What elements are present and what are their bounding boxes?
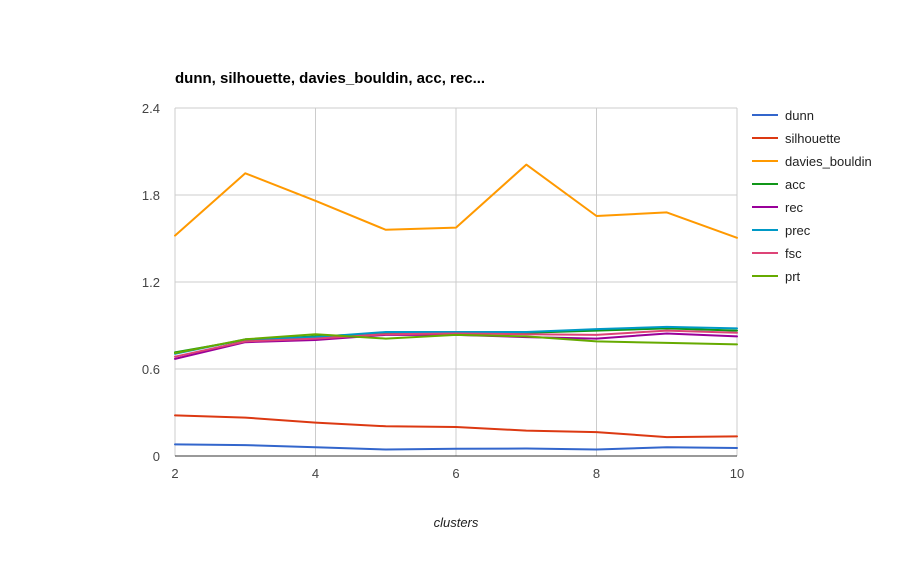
legend-item-davies-bouldin[interactable]: davies_bouldin <box>752 154 872 169</box>
y-tick-label: 1.8 <box>142 188 160 203</box>
legend-label: prec <box>785 223 811 238</box>
series-line-davies-bouldin <box>174 163 738 239</box>
legend-item-rec[interactable]: rec <box>752 200 804 215</box>
legend-label: prt <box>785 269 801 284</box>
legend-item-prt[interactable]: prt <box>752 269 801 284</box>
x-tick-label: 2 <box>171 466 178 481</box>
legend-label: rec <box>785 200 804 215</box>
y-tick-label: 1.2 <box>142 275 160 290</box>
chart-title: dunn, silhouette, davies_bouldin, acc, r… <box>175 70 485 87</box>
gridlines <box>174 107 738 456</box>
x-tick-label: 10 <box>730 466 744 481</box>
legend-label: acc <box>785 177 806 192</box>
legend-item-prec[interactable]: prec <box>752 223 811 238</box>
x-tick-label: 8 <box>593 466 600 481</box>
x-tick-label: 4 <box>312 466 319 481</box>
series-line-silhouette <box>174 414 738 439</box>
y-tick-label: 0 <box>153 449 160 464</box>
series-line-prt <box>174 333 738 355</box>
y-tick-label: 2.4 <box>142 101 160 116</box>
legend-label: dunn <box>785 108 814 123</box>
legend-label: davies_bouldin <box>785 154 872 169</box>
legend-label: silhouette <box>785 131 841 146</box>
y-tick-label: 0.6 <box>142 362 160 377</box>
x-axis-title: clusters <box>434 515 479 530</box>
series-lines <box>174 163 738 451</box>
x-axis-ticks: 2 4 6 8 10 <box>171 466 744 481</box>
legend-item-dunn[interactable]: dunn <box>752 108 814 123</box>
legend-item-fsc[interactable]: fsc <box>752 246 802 261</box>
legend-label: fsc <box>785 246 802 261</box>
y-axis-ticks: 0 0.6 1.2 1.8 2.4 <box>142 101 160 464</box>
legend-item-silhouette[interactable]: silhouette <box>752 131 841 146</box>
series-line-dunn <box>174 443 738 451</box>
x-tick-label: 6 <box>452 466 459 481</box>
series-line-fsc <box>174 329 738 358</box>
legend-item-acc[interactable]: acc <box>752 177 806 192</box>
